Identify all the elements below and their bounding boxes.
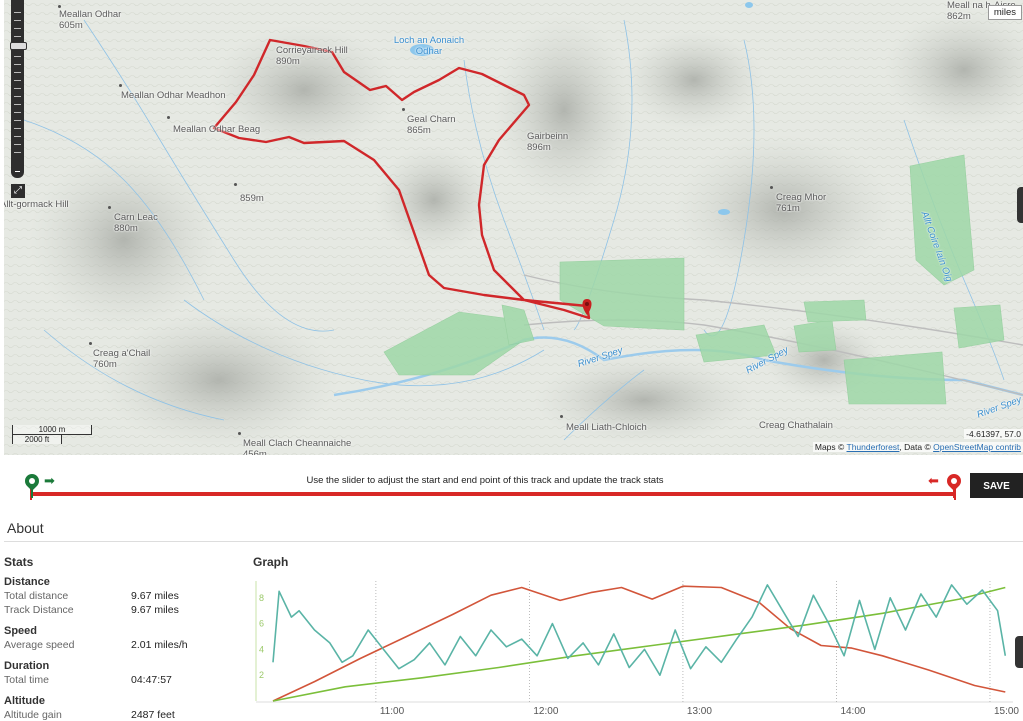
series-line-0 — [272, 585, 1006, 702]
x-tick-label: 11:00 — [380, 706, 405, 717]
distance-heading: Distance — [4, 576, 50, 588]
altitude-heading: Altitude — [4, 695, 45, 707]
altitude-gain-label: Altitude gain — [4, 709, 62, 721]
place-label: Meall Liath-Chloich — [566, 422, 647, 433]
x-tick-label: 14:00 — [840, 706, 865, 717]
summit-dot — [119, 84, 122, 87]
average-speed-label: Average speed — [4, 639, 75, 651]
track-distance-label: Track Distance — [4, 604, 74, 616]
y-tick-label: 2 — [259, 670, 264, 680]
summit-dot — [89, 342, 92, 345]
scale-imperial: 2000 ft — [12, 434, 62, 444]
save-button[interactable]: SAVE — [970, 473, 1023, 498]
duration-heading: Duration — [4, 660, 50, 672]
zoom-out-icon[interactable] — [15, 171, 20, 172]
place-label: Meallan Odhar Beag — [173, 124, 261, 135]
y-tick-label: 6 — [259, 619, 264, 629]
arrow-right-icon: ➡ — [44, 473, 55, 488]
arrow-left-icon: ⬅ — [928, 473, 939, 488]
altitude-gain-value: 2487 feet — [131, 709, 175, 721]
slider-hint: Use the slider to adjust the start and e… — [306, 475, 664, 486]
place-label: Meall Clach Cheannaiche 456m — [243, 438, 352, 455]
place-label: Geal Charn 865m — [407, 114, 456, 136]
start-stem — [31, 486, 33, 498]
track-distance-value: 9.67 miles — [131, 604, 179, 616]
place-label: Meall na h-Aisre 862m — [947, 0, 1016, 22]
x-tick-label: 15:00 — [994, 706, 1019, 717]
map-side-panel-tab[interactable] — [1017, 187, 1023, 223]
zoom-handle[interactable] — [10, 42, 27, 50]
place-label: Allt-gormack Hill — [4, 199, 69, 210]
loch-label: Loch an Aonaich Odhar — [393, 35, 465, 57]
place-label: Carn Leac 880m — [114, 212, 158, 234]
track-range-slider: ➡ Use the slider to adjust the start and… — [0, 462, 1023, 502]
average-speed-value: 2.01 miles/h — [131, 639, 188, 651]
stats-heading: Stats — [4, 555, 34, 569]
total-distance-label: Total distance — [4, 590, 69, 602]
graph-heading: Graph — [253, 555, 289, 569]
zoom-slider[interactable] — [10, 0, 27, 178]
series-line-1 — [272, 586, 1006, 702]
slider-track[interactable] — [30, 488, 956, 500]
map-terrain — [4, 0, 1023, 455]
divider — [4, 541, 1023, 542]
series-line-2 — [272, 584, 1007, 676]
place-label: Creag Mhor 761m — [776, 192, 827, 214]
total-time-label: Total time — [4, 674, 49, 686]
place-label: Gairbeinn 896m — [527, 131, 569, 153]
total-time-value: 04:47:57 — [131, 674, 172, 686]
y-tick-label: 8 — [259, 593, 264, 603]
track-graph[interactable]: 2 4 6 8 11:00 12:00 13:00 14:00 15:00 — [253, 575, 1023, 719]
x-tick-label: 12:00 — [533, 706, 558, 717]
summit-dot — [560, 415, 563, 418]
speed-heading: Speed — [4, 625, 38, 637]
end-stem — [953, 486, 955, 498]
units-toggle[interactable]: miles — [987, 5, 1022, 20]
map-attribution: Maps © Thunderforest, Data © OpenStreetM… — [812, 442, 1023, 452]
map-view[interactable]: Meallan Odhar 605m Meallan Odhar Meadhon … — [4, 0, 1023, 455]
x-tick-label: 13:00 — [687, 706, 712, 717]
summit-dot — [402, 108, 405, 111]
summit-dot — [770, 186, 773, 189]
y-tick-label: 4 — [259, 644, 264, 654]
place-label: Creag Chathalain — [759, 420, 833, 431]
fullscreen-icon[interactable]: ⤢ — [11, 184, 25, 198]
place-label: Creag a'Chail 760m — [93, 348, 151, 370]
place-label: Meallan Odhar Meadhon — [121, 90, 226, 101]
summit-dot — [238, 432, 241, 435]
place-label: Meallan Odhar 605m — [59, 9, 122, 31]
summit-dot — [108, 206, 111, 209]
summit-dot — [58, 5, 61, 8]
openstreetmap-link[interactable]: OpenStreetMap contrib — [933, 442, 1021, 452]
summit-dot — [234, 183, 237, 186]
thunderforest-link[interactable]: Thunderforest — [846, 442, 900, 452]
graph-panel-tab[interactable] — [1015, 636, 1023, 668]
about-heading: About — [7, 520, 44, 536]
total-distance-value: 9.67 miles — [131, 590, 179, 602]
place-label: Corrieyairack Hill 890m — [276, 45, 348, 67]
summit-dot — [167, 116, 170, 119]
cursor-coordinates: -4.61397, 57.0 — [964, 429, 1023, 439]
place-label: 859m — [240, 193, 264, 204]
